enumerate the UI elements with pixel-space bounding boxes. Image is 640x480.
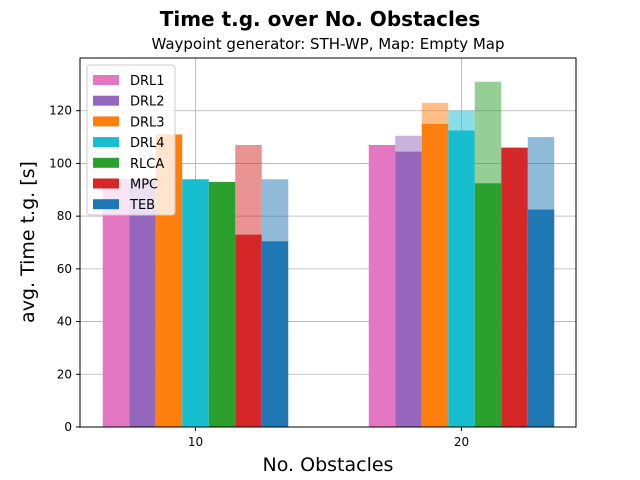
y-axis-label: avg. Time t.g. [s] — [17, 161, 39, 323]
legend-label-drl2: DRL2 — [130, 95, 165, 110]
bar-upper-teb-10 — [261, 179, 289, 242]
bar-mpc-20 — [501, 147, 528, 427]
ticks: 0 20 40 60 80 100 120 10 20 — [49, 104, 469, 449]
bar-upper-drl3-20 — [421, 102, 449, 124]
y-tick-label: 0 — [64, 420, 72, 434]
legend-swatch-drl1 — [93, 75, 119, 85]
legend-swatch-drl3 — [93, 116, 119, 127]
bar-teb-20 — [527, 209, 555, 427]
bar-rlca-10 — [208, 181, 236, 427]
bar-upper-drl2-20 — [395, 135, 422, 152]
bar-upper-rlca-20 — [474, 81, 502, 184]
bar-drl3-20 — [421, 123, 449, 428]
bar-teb-10 — [261, 241, 289, 427]
bar-rlca-20 — [474, 183, 502, 427]
bar-drl1-20 — [368, 144, 396, 427]
legend-label-drl4: DRL4 — [130, 136, 165, 151]
x-tick-label: 20 — [454, 435, 469, 449]
legend-label-rlca: RLCA — [130, 157, 164, 172]
chart-title: Time t.g. over No. Obstacles — [160, 7, 481, 31]
y-tick-label: 100 — [49, 156, 72, 170]
legend-label-teb: TEB — [129, 198, 155, 213]
bar-drl4-20 — [448, 130, 475, 427]
legend-label-drl3: DRL3 — [130, 115, 165, 130]
y-tick-label: 40 — [57, 315, 72, 329]
legend-label-drl1: DRL1 — [130, 74, 165, 89]
bar-drl2-10 — [129, 179, 156, 427]
y-tick-label: 80 — [57, 209, 72, 223]
bar-drl4-10 — [182, 179, 209, 427]
bar-upper-teb-20 — [527, 137, 555, 210]
bar-mpc-10 — [235, 234, 262, 427]
chart-subtitle: Waypoint generator: STH-WP, Map: Empty M… — [151, 35, 504, 53]
plot-area — [79, 57, 577, 428]
x-tick-label: 10 — [188, 435, 203, 449]
legend-swatch-drl4 — [93, 137, 119, 148]
bar-drl2-20 — [395, 151, 422, 427]
bar-drl1-10 — [102, 179, 130, 427]
bar-upper-drl4-20 — [448, 110, 475, 131]
legend: DRL1 DRL2 DRL3 DRL4 RLCA MPC TEB — [86, 64, 176, 216]
y-tick-label: 20 — [57, 367, 72, 381]
y-tick-label: 120 — [49, 104, 72, 118]
legend-swatch-mpc — [93, 178, 119, 189]
bar-upper-mpc-10 — [235, 144, 262, 235]
x-axis-label: No. Obstacles — [263, 454, 394, 476]
legend-swatch-drl2 — [93, 95, 119, 106]
legend-swatch-rlca — [93, 157, 119, 168]
legend-label-mpc: MPC — [130, 178, 158, 193]
legend-swatch-teb — [93, 199, 119, 210]
y-tick-label: 60 — [57, 262, 72, 276]
